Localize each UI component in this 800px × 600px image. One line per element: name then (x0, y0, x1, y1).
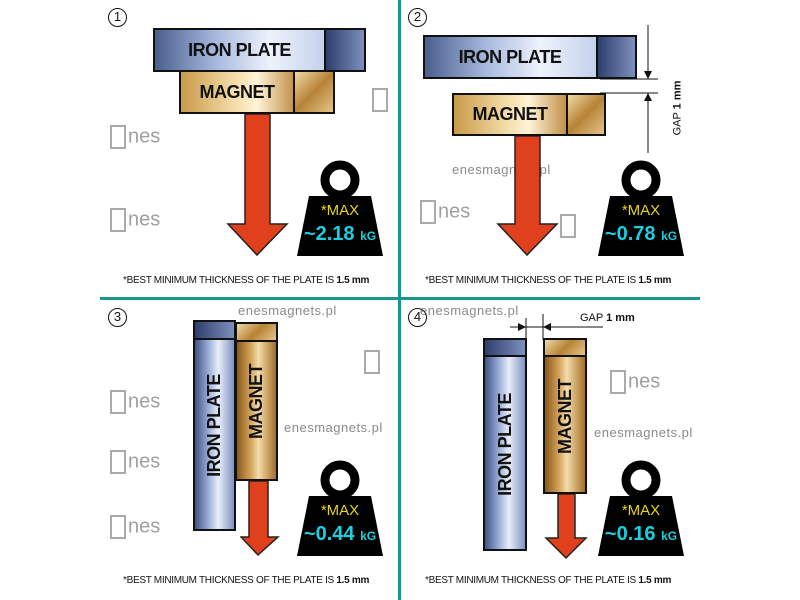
watermark-logo: nes (610, 370, 660, 394)
horizontal-divider (100, 297, 700, 300)
footnote: *BEST MINIMUM THICKNESS OF THE PLATE IS … (123, 575, 370, 586)
iron-plate-block: IRON PLATE (193, 320, 236, 531)
force-arrow (544, 494, 588, 560)
max-value: ~0.78 kG (604, 223, 678, 245)
max-value: ~0.16 kG (604, 523, 678, 545)
iron-plate-block: IRON PLATE (483, 338, 527, 551)
watermark-logo: nes (110, 515, 160, 539)
watermark-logo (372, 88, 390, 112)
step-number: 3 (108, 308, 127, 327)
footnote: *BEST MINIMUM THICKNESS OF THE PLATE IS … (123, 275, 370, 286)
magnet-block: MAGNET (452, 93, 606, 136)
step-number: 2 (408, 8, 427, 27)
magnet-block: MAGNET (543, 338, 587, 494)
watermark-text: enesmagnets.pl (238, 303, 337, 318)
gap-label: GAP 1 mm (580, 312, 635, 324)
weight-icon (598, 160, 684, 256)
weight-icon (297, 160, 383, 256)
watermark-logo: nes (420, 200, 470, 224)
weight-icon (598, 460, 684, 556)
step-number: 1 (108, 8, 127, 27)
gap-dimension-lines (600, 25, 658, 153)
watermark-logo (560, 214, 578, 238)
watermark-text: enesmagnets.pl (284, 420, 383, 435)
force-arrow (240, 481, 280, 557)
force-arrow (496, 136, 559, 257)
iron-plate-block: IRON PLATE (423, 35, 637, 79)
weight-icon (297, 460, 383, 556)
gap-label: GAP 1 mm (671, 80, 684, 136)
watermark-text: enesmagnets.pl (594, 425, 693, 440)
force-arrow (226, 114, 289, 257)
step-number: 4 (408, 308, 427, 327)
max-label: *MAX (621, 202, 661, 219)
max-label: *MAX (621, 502, 661, 519)
watermark-logo: nes (110, 450, 160, 474)
max-label: *MAX (320, 502, 360, 519)
iron-plate-block: IRON PLATE (153, 28, 366, 72)
magnet-block: MAGNET (235, 322, 278, 481)
watermark-text: enesmagnets.pl (420, 303, 519, 318)
vertical-divider (398, 0, 401, 600)
footnote: *BEST MINIMUM THICKNESS OF THE PLATE IS … (425, 575, 672, 586)
max-label: *MAX (320, 202, 360, 219)
watermark-logo: nes (110, 390, 160, 414)
watermark-logo: nes (110, 125, 160, 149)
gap-dimension-lines (510, 314, 603, 340)
footnote: *BEST MINIMUM THICKNESS OF THE PLATE IS … (425, 275, 672, 286)
max-value: ~0.44 kG (303, 523, 377, 545)
magnet-block: MAGNET (179, 70, 335, 114)
max-value: ~2.18 kG (303, 223, 377, 245)
watermark-logo (364, 350, 382, 374)
watermark-logo: nes (110, 208, 160, 232)
